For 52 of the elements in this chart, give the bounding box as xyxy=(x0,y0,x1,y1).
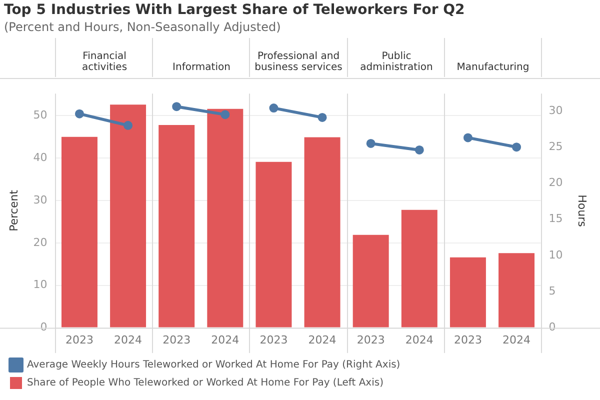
chart-title: Top 5 Industries With Largest Share of Teleworkers For Q2 xyxy=(3,1,466,20)
text: Information xyxy=(152,38,250,77)
x-tick-label: 2023 xyxy=(356,333,385,346)
y-tick-label: 40 xyxy=(33,150,48,164)
x-tick-label: 2023 xyxy=(162,333,191,346)
point xyxy=(172,102,182,112)
point xyxy=(220,110,230,120)
x-tick-label: 2023 xyxy=(260,333,288,346)
point xyxy=(463,133,472,142)
x-tick-label: 2023 xyxy=(65,333,94,346)
point xyxy=(124,120,133,130)
bar xyxy=(158,124,195,328)
bar xyxy=(352,234,389,328)
y2-tick-label: 30 xyxy=(548,104,563,117)
y2-tick-label: 25 xyxy=(548,140,563,153)
bar xyxy=(401,210,438,328)
chart-subtitle: (Percent and Hours, Non-Seasonally Adjusted) xyxy=(3,20,282,36)
y-tick-label: 10 xyxy=(33,278,48,292)
point xyxy=(318,112,327,122)
bar xyxy=(207,108,244,328)
point xyxy=(512,142,522,152)
bar xyxy=(450,257,486,328)
y-tick-label: 20 xyxy=(33,236,48,249)
x-tick-label: 2024 xyxy=(502,333,531,346)
text: Public administration xyxy=(347,38,445,77)
text: Manufacturing xyxy=(444,38,542,77)
point xyxy=(366,138,376,148)
y-axis-title: Percent xyxy=(7,189,20,232)
y-tick-label: 50 xyxy=(33,108,48,122)
point xyxy=(414,145,424,154)
y2-tick-label: 10 xyxy=(548,248,563,262)
y2-axis-title: Hours xyxy=(576,194,589,228)
legend-label: Average Weekly Hours Teleworked or Worked At Home For Pay (Right Axis) xyxy=(27,360,400,371)
bar xyxy=(61,136,98,328)
bar xyxy=(110,104,146,328)
y-tick-label: 30 xyxy=(33,193,48,206)
x-tick-label: 2024 xyxy=(308,333,336,346)
x-tick-label: 2024 xyxy=(211,333,240,346)
x-tick-label: 2024 xyxy=(405,333,434,346)
point xyxy=(269,104,278,113)
bar xyxy=(256,162,292,328)
text: Professional and business services xyxy=(249,38,347,77)
bar xyxy=(498,253,535,328)
x-tick-label: 2024 xyxy=(114,333,142,346)
text: Financial activities xyxy=(55,38,153,77)
y2-tick-label: 15 xyxy=(548,212,563,226)
x-tick-label: 2023 xyxy=(454,333,482,346)
y2-tick-label: 5 xyxy=(548,284,556,298)
legend-label: Share of People Who Teleworked or Worked At Home For Pay (Left Axis) xyxy=(27,378,384,389)
point xyxy=(74,109,84,118)
bar xyxy=(304,137,340,328)
y2-tick-label: 20 xyxy=(548,176,563,190)
